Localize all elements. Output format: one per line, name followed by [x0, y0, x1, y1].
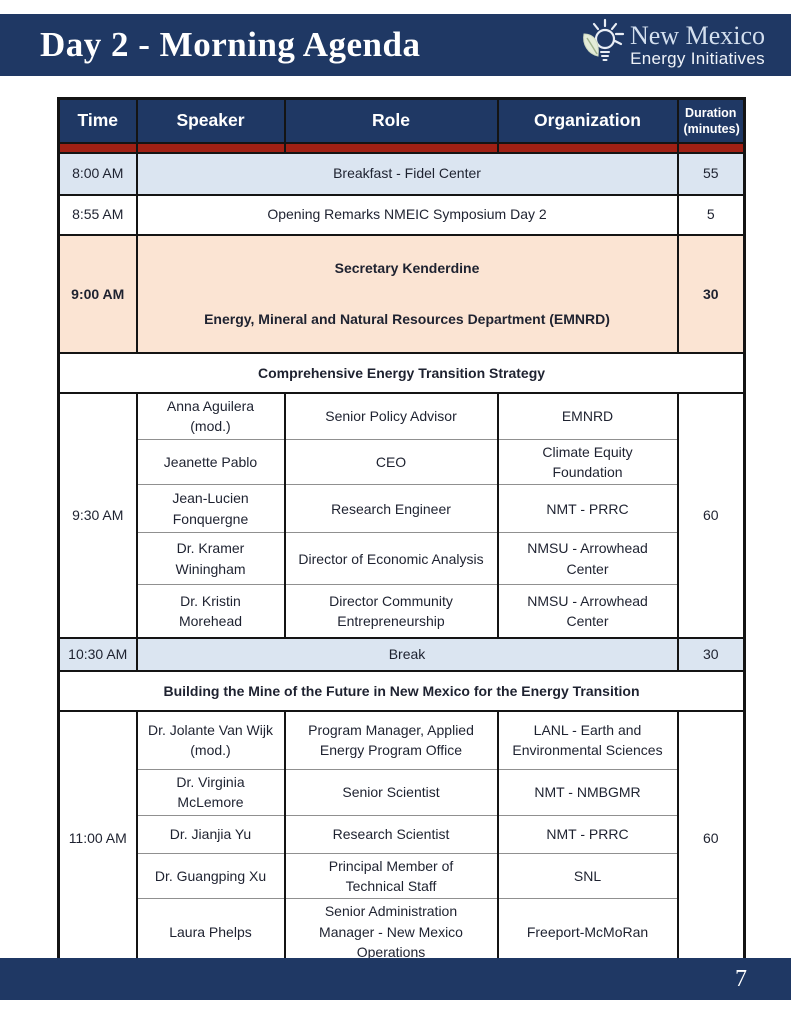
event-label: Break [135, 636, 678, 671]
speaker-org: EMNRD [496, 391, 678, 440]
logo-line2: Energy Initiatives [630, 48, 765, 68]
agenda-row-keynote: 9:00 AM Secretary Kenderdine Energy, Min… [57, 233, 745, 353]
speaker-role: Program Manager, Applied Energy Program … [283, 709, 498, 770]
time-cell: 9:00 AM [57, 233, 137, 353]
session2-speaker-row: Dr. Jianjia Yu Research Scientist NMT - … [59, 814, 745, 854]
footer-bar: 7 [0, 958, 791, 1000]
agenda-table: Time Speaker Role Organization Duration … [57, 97, 746, 1000]
session1-speaker-row: Jeanette Pablo CEO Climate Equity Founda… [59, 438, 745, 485]
speaker-role: Senior Administration Manager - New Mexi… [283, 898, 498, 966]
speaker-name: Jeanette Pablo [135, 438, 285, 485]
duration-cell: 55 [676, 151, 745, 195]
speaker-org: Freeport-McMoRan [496, 898, 678, 966]
duration-cell: 5 [676, 193, 745, 235]
time-cell: 10:30 AM [57, 636, 137, 671]
speaker-org: SNL [496, 852, 678, 899]
session2-speaker-row: 11:00 AM Dr. Jolante Van Wijk (mod.) Pro… [57, 709, 745, 966]
speaker-role: Research Scientist [283, 814, 498, 854]
col-header-organization: Organization [496, 97, 678, 143]
session1-speaker-row: Dr. Kristin Morehead Director Community … [59, 584, 745, 638]
speaker-name: Dr. Jolante Van Wijk (mod.) [135, 709, 285, 770]
bulb-leaf-sun-icon [580, 18, 626, 73]
page-number: 7 [735, 965, 747, 992]
duration-header-line2: (minutes) [683, 121, 740, 136]
speaker-name: Dr. Jianjia Yu [135, 814, 285, 854]
title-bar: Day 2 - Morning Agenda [0, 14, 791, 76]
speaker-name: Jean-Lucien Fonquergne [135, 484, 285, 533]
time-cell: 9:30 AM [57, 391, 137, 638]
session1-speaker-row: Dr. Kramer Winingham Director of Economi… [59, 532, 745, 585]
section-title: Building the Mine of the Future in New M… [57, 669, 745, 711]
event-label: Breakfast - Fidel Center [135, 151, 678, 195]
speaker-org: Climate Equity Foundation [496, 438, 678, 485]
speaker-org: NMT - NMBGMR [496, 769, 678, 816]
col-header-time: Time [57, 97, 137, 143]
duration-cell: 60 [676, 709, 745, 966]
speaker-name: Dr. Guangping Xu [135, 852, 285, 899]
speaker-name: Anna Aguilera (mod.) [135, 391, 285, 440]
session2-speaker-row: Laura Phelps Senior Administration Manag… [59, 898, 745, 966]
red-divider [57, 141, 745, 153]
speaker-role: Principal Member of Technical Staff [283, 852, 498, 899]
agenda-row-breakfast: 8:00 AM Breakfast - Fidel Center 55 [57, 151, 745, 195]
event-label: Opening Remarks NMEIC Symposium Day 2 [135, 193, 678, 235]
col-header-role: Role [283, 97, 498, 143]
col-header-duration: Duration (minutes) [676, 97, 745, 143]
agenda-row-break: 10:30 AM Break 30 [57, 636, 745, 671]
time-cell: 8:00 AM [57, 151, 137, 195]
speaker-org: NMT - PRRC [496, 484, 678, 533]
speaker-org: NMSU - Arrowhead Center [496, 532, 678, 585]
speaker-name: Dr. Virginia McLemore [135, 769, 285, 816]
logo-line1: New Mexico [629, 21, 765, 51]
speaker-org: NMSU - Arrowhead Center [496, 584, 678, 638]
speaker-role: Director Community Entrepreneurship [283, 584, 498, 638]
speaker-role: Senior Policy Advisor [283, 391, 498, 440]
speaker-name: Laura Phelps [135, 898, 285, 966]
speaker-name: Dr. Kramer Winingham [135, 532, 285, 585]
duration-cell: 30 [676, 636, 745, 671]
duration-header-line1: Duration [685, 105, 737, 120]
speaker-org: LANL - Earth and Environmental Sciences [496, 709, 678, 770]
speaker-name: Dr. Kristin Morehead [135, 584, 285, 638]
speaker-org: NMT - PRRC [496, 814, 678, 854]
session2-speaker-row: Dr. Guangping Xu Principal Member of Tec… [59, 852, 745, 899]
keynote-speaker: Secretary Kenderdine [334, 259, 480, 276]
session1-speaker-row: 9:30 AM Anna Aguilera (mod.) Senior Poli… [57, 391, 745, 638]
agenda-row-opening-remarks: 8:55 AM Opening Remarks NMEIC Symposium … [57, 193, 745, 235]
duration-cell: 30 [676, 233, 745, 353]
speaker-role: Research Engineer [283, 484, 498, 533]
speaker-role: Senior Scientist [283, 769, 498, 816]
section-row-1: Comprehensive Energy Transition Strategy [57, 351, 745, 393]
keynote-organization: Energy, Mineral and Natural Resources De… [204, 311, 610, 328]
section-title: Comprehensive Energy Transition Strategy [57, 351, 745, 393]
event-label: Secretary Kenderdine Energy, Mineral and… [135, 233, 678, 353]
duration-cell: 60 [676, 391, 745, 638]
table-header: Time Speaker Role Organization Duration … [57, 97, 745, 143]
logo-text: New Mexico Energy Initiatives [630, 22, 765, 67]
page-title: Day 2 - Morning Agenda [40, 25, 421, 64]
session2-speaker-row: Dr. Virginia McLemore Senior Scientist N… [59, 769, 745, 816]
session1-speaker-row: Jean-Lucien Fonquergne Research Engineer… [59, 484, 745, 533]
speaker-role: CEO [283, 438, 498, 485]
nm-energy-initiatives-logo: New Mexico Energy Initiatives [580, 18, 791, 73]
speaker-role: Director of Economic Analysis [283, 532, 498, 585]
time-cell: 8:55 AM [57, 193, 137, 235]
col-header-speaker: Speaker [135, 97, 285, 143]
section-row-2: Building the Mine of the Future in New M… [57, 669, 745, 711]
time-cell: 11:00 AM [57, 709, 137, 966]
header-row: Time Speaker Role Organization Duration … [57, 97, 745, 143]
